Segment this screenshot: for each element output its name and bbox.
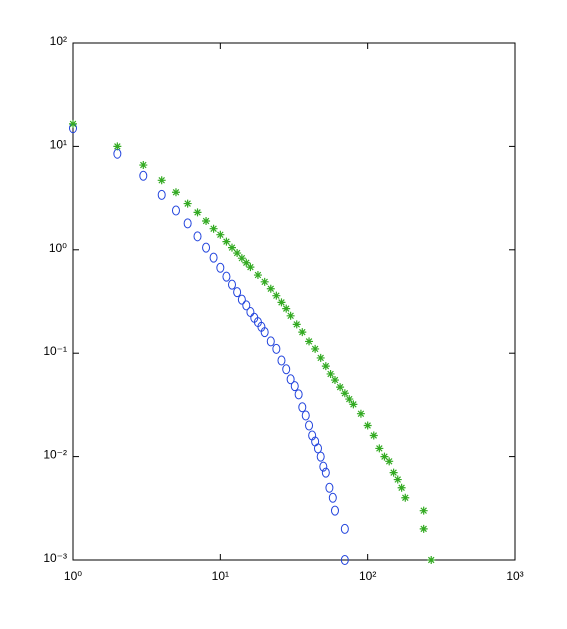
circle-marker: [340, 523, 349, 534]
circle-marker: [272, 343, 281, 354]
circle-marker: [305, 420, 314, 431]
asterisk-marker: [316, 353, 325, 362]
circle-marker: [209, 252, 218, 263]
asterisk-marker: [282, 304, 291, 313]
asterisk-marker: [401, 493, 410, 502]
asterisk-marker: [349, 400, 358, 409]
circle-marker: [328, 492, 337, 503]
asterisk-marker: [222, 237, 231, 246]
asterisk-marker: [237, 254, 246, 263]
asterisk-marker: [69, 119, 77, 128]
asterisk-marker: [393, 475, 402, 484]
x-tick-label: 10³: [506, 569, 523, 583]
asterisk-marker: [292, 320, 301, 329]
circle-marker: [266, 336, 275, 347]
asterisk-marker: [113, 142, 122, 151]
asterisk-marker: [157, 176, 166, 185]
asterisk-marker: [286, 311, 295, 320]
asterisk-marker: [277, 298, 286, 307]
asterisk-marker: [139, 161, 148, 170]
asterisk-marker: [193, 208, 202, 217]
asterisk-marker: [266, 284, 275, 293]
circle-marker: [193, 231, 202, 242]
asterisk-marker: [385, 457, 394, 466]
asterisk-marker: [260, 277, 269, 286]
circle-marker: [277, 355, 286, 366]
asterisk-marker: [272, 291, 281, 300]
circle-marker: [227, 279, 236, 290]
asterisk-marker: [246, 263, 255, 272]
asterisk-marker: [336, 383, 345, 392]
asterisk-marker: [326, 369, 335, 378]
asterisk-marker: [305, 337, 314, 346]
asterisk-marker: [397, 483, 406, 492]
asterisk-marker: [380, 452, 389, 461]
asterisk-marker: [363, 421, 372, 430]
asterisk-marker: [233, 249, 242, 258]
asterisk-marker: [242, 258, 251, 267]
asterisk-marker: [209, 224, 218, 233]
asterisk-marker: [375, 444, 384, 453]
circle-marker: [316, 451, 325, 462]
circle-marker: [233, 287, 242, 298]
y-tick-label: 10¹: [50, 137, 67, 151]
circle-marker: [202, 242, 211, 253]
asterisk-marker: [369, 431, 378, 440]
asterisk-marker: [298, 328, 307, 337]
asterisk-marker: [419, 506, 428, 515]
circle-marker: [340, 555, 349, 565]
y-tick-label: 10⁻³: [43, 551, 67, 565]
asterisk-marker: [227, 243, 236, 252]
asterisk-marker: [171, 188, 180, 197]
asterisk-marker: [356, 409, 365, 418]
circle-marker: [330, 505, 339, 516]
asterisk-marker: [216, 230, 225, 239]
circle-marker: [157, 189, 166, 200]
asterisk-marker: [427, 556, 436, 564]
asterisk-marker: [183, 199, 192, 208]
asterisk-marker: [389, 468, 398, 477]
circle-marker: [183, 218, 192, 229]
circle-marker: [313, 443, 322, 454]
y-tick-label: 10⁰: [49, 241, 67, 255]
y-tick-label: 10⁻¹: [43, 344, 67, 358]
circle-marker: [294, 389, 303, 400]
circle-marker: [301, 410, 310, 421]
x-tick-label: 10²: [359, 569, 376, 583]
asterisk-marker: [419, 524, 428, 533]
circle-marker: [113, 148, 122, 159]
circle-marker: [325, 482, 334, 493]
asterisk-marker: [202, 216, 211, 225]
x-tick-label: 10⁰: [64, 569, 82, 583]
circle-marker: [286, 374, 295, 385]
x-tick-label: 10¹: [212, 569, 229, 583]
circle-marker: [237, 294, 246, 305]
asterisk-marker: [253, 271, 262, 280]
circle-marker: [298, 402, 307, 413]
y-tick-label: 10⁻²: [43, 448, 67, 462]
circle-marker: [282, 364, 291, 375]
asterisk-marker: [311, 344, 320, 353]
y-tick-label: 10²: [50, 34, 67, 48]
asterisk-marker: [345, 395, 354, 404]
circle-marker: [242, 300, 251, 311]
circle-marker: [139, 170, 148, 181]
circle-marker: [319, 461, 328, 472]
circle-marker: [290, 381, 299, 392]
asterisk-marker: [340, 389, 349, 398]
plot-frame: [72, 42, 516, 561]
circle-marker: [222, 271, 231, 282]
circle-marker: [246, 307, 255, 318]
asterisk-marker: [330, 376, 339, 385]
circle-marker: [216, 262, 225, 273]
asterisk-marker: [321, 362, 330, 371]
circle-marker: [260, 327, 269, 338]
circle-marker: [321, 467, 330, 478]
circle-marker: [171, 205, 180, 216]
